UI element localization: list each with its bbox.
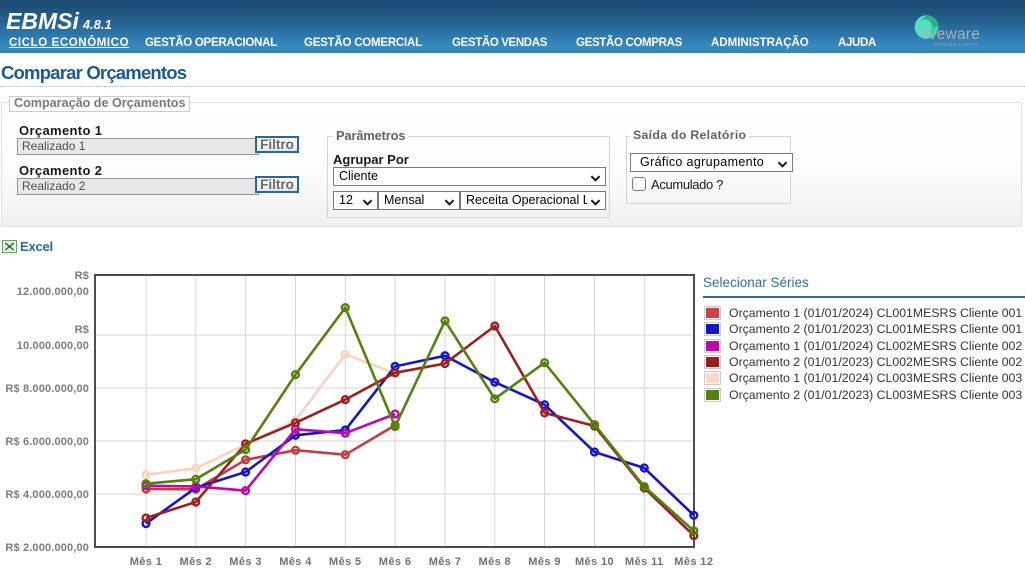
svg-text:Mês 9: Mês 9 [528,556,561,568]
svg-text:10.000.000,00: 10.000.000,00 [17,340,89,352]
svg-text:Mês 10: Mês 10 [575,556,614,568]
svg-text:Mês 3: Mês 3 [229,556,262,568]
svg-text:R$ 4.000.000,00: R$ 4.000.000,00 [5,489,89,501]
svg-text:R$: R$ [75,270,89,282]
svg-text:liveware: liveware [922,26,980,43]
svg-text:Mês 8: Mês 8 [479,556,512,568]
svg-text:R$ 6.000.000,00: R$ 6.000.000,00 [5,436,89,448]
svg-text:R$ 8.000.000,00: R$ 8.000.000,00 [5,383,89,395]
svg-text:tecnologia a serviço: tecnologia a serviço [934,42,978,47]
svg-text:Mês 12: Mês 12 [674,556,713,568]
svg-text:R$: R$ [75,324,89,336]
svg-text:Mês 5: Mês 5 [329,556,362,568]
svg-text:Mês 11: Mês 11 [625,556,663,568]
svg-text:Mês 2: Mês 2 [180,556,213,568]
svg-text:R$ 2.000.000,00: R$ 2.000.000,00 [5,542,89,554]
svg-text:Mês 6: Mês 6 [379,556,412,568]
svg-text:Mês 7: Mês 7 [429,556,462,568]
svg-text:12.000.000,00: 12.000.000,00 [17,286,89,298]
svg-text:Mês 1: Mês 1 [130,556,163,568]
svg-text:Mês 4: Mês 4 [279,556,312,568]
